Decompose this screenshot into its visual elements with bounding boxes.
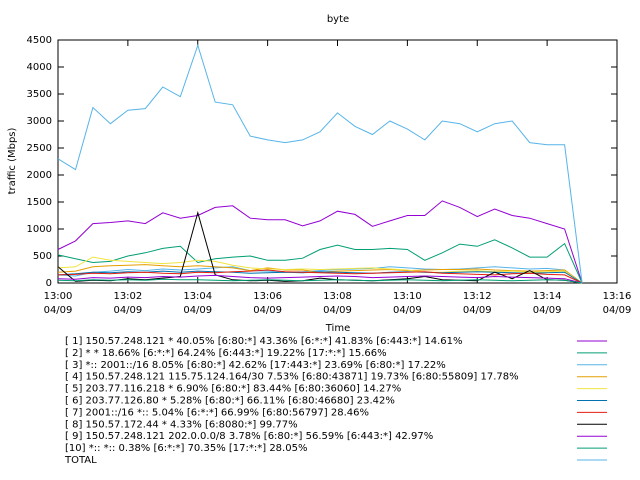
- series-line: [57, 200, 583, 284]
- y-tick-label: 500: [33, 251, 52, 262]
- x-tick-date: 04/09: [533, 305, 562, 316]
- x-tick-date: 04/09: [603, 305, 632, 316]
- y-tick-label: 2000: [27, 170, 52, 181]
- series-line: [57, 239, 583, 284]
- x-tick-date: 04/09: [463, 305, 492, 316]
- series-line: [57, 43, 583, 284]
- series-line: [57, 269, 583, 284]
- y-tick-label: 4500: [27, 35, 52, 46]
- legend-label: [ 2] * * 18.66% [6:*:*] 64.24% [6:443:*]…: [65, 348, 387, 359]
- y-tick-label: 1000: [27, 224, 52, 235]
- x-tick-label: 13:06: [253, 291, 282, 302]
- y-tick-label: 0: [46, 278, 52, 289]
- legend-label: [ 1] 150.57.248.121 * 40.05% [6:80:*] 43…: [65, 336, 463, 347]
- x-tick-date: 04/09: [44, 305, 73, 316]
- x-tick-date: 04/09: [183, 305, 212, 316]
- legend-label: [10] *:: *:: 0.38% [6:*:*] 70.35% [17:*:…: [65, 443, 307, 454]
- plot-frame: [57, 39, 618, 284]
- x-tick-label: 13:10: [393, 291, 422, 302]
- x-tick-label: 13:08: [323, 291, 352, 302]
- legend-label: [ 6] 203.77.126.80 * 5.28% [6:80:*] 66.1…: [65, 396, 395, 407]
- x-tick-label: 13:12: [463, 291, 492, 302]
- legend-label: [ 8] 150.57.172.44 * 4.33% [6:8080:*] 99…: [65, 419, 298, 430]
- y-tick-label: 3500: [27, 89, 52, 100]
- legend-label: [ 9] 150.57.248.121 202.0.0.0/8 3.78% [6…: [65, 431, 433, 442]
- x-tick-label: 13:14: [533, 291, 562, 302]
- x-tick-label: 13:02: [113, 291, 142, 302]
- x-tick-date: 04/09: [393, 305, 422, 316]
- x-tick-label: 13:00: [44, 291, 73, 302]
- series-line: [57, 266, 583, 284]
- legend-label: TOTAL: [64, 455, 97, 466]
- x-tick-date: 04/09: [113, 305, 142, 316]
- y-tick-label: 1500: [27, 197, 52, 208]
- chart-title: byte: [327, 14, 349, 25]
- legend-label: [ 3] *:: 2001::/16 8.05% [6:80:*] 42.62%…: [65, 360, 446, 371]
- y-axis-label: traffic (Mbps): [7, 127, 18, 194]
- legend-label: [ 5] 203.77.116.218 * 6.90% [6:80:*] 83.…: [65, 384, 401, 395]
- x-axis-label: Time: [325, 323, 350, 334]
- y-tick-label: 3000: [27, 116, 52, 127]
- x-tick-date: 04/09: [323, 305, 352, 316]
- legend-label: [ 4] 150.57.248.121 115.75.124.164/30 7.…: [65, 372, 519, 383]
- y-tick-label: 2500: [27, 143, 52, 154]
- series-line: [57, 274, 583, 284]
- x-tick-label: 13:04: [183, 291, 212, 302]
- legend-label: [ 7] 2001::/16 *:: 5.04% [6:*:*] 66.99% …: [65, 407, 369, 418]
- x-tick-label: 13:16: [603, 291, 632, 302]
- series-line: [57, 278, 583, 284]
- x-tick-date: 04/09: [253, 305, 282, 316]
- y-tick-label: 4000: [27, 62, 52, 73]
